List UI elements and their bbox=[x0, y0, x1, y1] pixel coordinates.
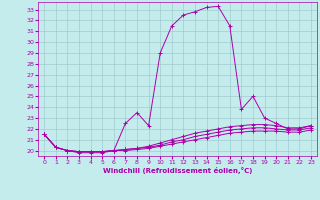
X-axis label: Windchill (Refroidissement éolien,°C): Windchill (Refroidissement éolien,°C) bbox=[103, 167, 252, 174]
